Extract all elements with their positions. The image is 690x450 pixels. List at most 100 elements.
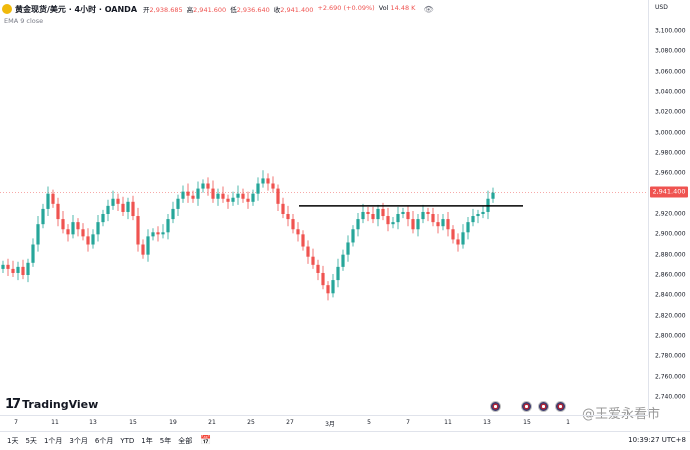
candle <box>46 186 50 217</box>
candle <box>441 214 445 231</box>
time-tick-label: 25 <box>247 419 255 426</box>
price-tick-label: 2,900.000 <box>655 230 686 238</box>
clock[interactable]: 10:39:27 UTC+8 <box>628 436 686 444</box>
high-value: 2,941.600 <box>193 6 227 14</box>
candle <box>101 209 105 227</box>
tradingview-logo[interactable]: 17 TradingView <box>5 397 98 412</box>
volume-label: Vol <box>378 4 389 12</box>
candle <box>256 177 260 201</box>
candle <box>291 214 295 234</box>
candle <box>321 265 325 290</box>
price-tick-label: 3,100.000 <box>655 27 686 35</box>
tradingview-mark-icon: 17 <box>5 397 21 412</box>
us-flag-icon[interactable] <box>555 401 566 412</box>
timeframe-8[interactable]: 全部 <box>178 437 193 445</box>
candle <box>56 197 60 227</box>
us-flag-icon[interactable] <box>538 401 549 412</box>
candle <box>51 189 55 208</box>
chart-area[interactable]: 黄金现货/美元 · 4小时 · OANDA 开2,938.685 高2,941.… <box>0 0 660 422</box>
candle <box>121 196 125 217</box>
candle <box>431 207 435 227</box>
ema-indicator-label[interactable]: EMA 9 close <box>4 17 44 25</box>
price-tick-label: 2,800.000 <box>655 332 686 340</box>
price-tick-label: 2,820.000 <box>655 312 686 320</box>
candle <box>316 259 320 281</box>
candle <box>221 186 225 203</box>
candle <box>96 215 100 242</box>
candle <box>391 217 395 229</box>
price-tick-label: 2,740.000 <box>655 393 686 401</box>
currency-label: USD <box>655 4 668 11</box>
timeframe-4[interactable]: 6个月 <box>94 437 114 445</box>
candle <box>26 258 30 283</box>
time-tick-label: 3月 <box>325 421 335 428</box>
time-tick-label: 7 <box>406 419 410 426</box>
candle <box>151 228 155 241</box>
timeframe-3[interactable]: 3个月 <box>69 437 88 445</box>
candlestick-chart[interactable] <box>0 0 648 415</box>
candle <box>311 248 315 269</box>
price-tick-label: 2,860.000 <box>655 271 686 279</box>
candle <box>166 214 170 240</box>
candle <box>241 188 245 203</box>
timeframe-1[interactable]: 5天 <box>25 437 37 445</box>
candle <box>446 211 450 237</box>
candle <box>296 222 300 242</box>
candle <box>351 225 355 247</box>
symbol-name[interactable]: 黄金现货/美元 · 4小时 · OANDA <box>15 4 138 14</box>
time-tick-label: 1 <box>566 419 570 426</box>
time-tick-label: 15 <box>523 419 531 426</box>
calendar-icon[interactable]: 📅 <box>200 436 212 446</box>
candle <box>426 207 430 222</box>
time-tick-label: 21 <box>208 419 216 426</box>
time-tick-label: 19 <box>169 419 177 426</box>
price-tick-label: 3,020.000 <box>655 108 686 116</box>
candle <box>211 180 215 203</box>
candle <box>201 179 205 193</box>
time-tick-label: 27 <box>286 419 294 426</box>
timeframe-7[interactable]: 5年 <box>159 437 172 445</box>
symbol-legend: 黄金现货/美元 · 4小时 · OANDA 开2,938.685 高2,941.… <box>2 2 434 16</box>
candle <box>16 261 20 281</box>
candle <box>461 224 465 249</box>
price-tick-label: 2,960.000 <box>655 169 686 177</box>
candle <box>41 203 45 229</box>
timeframe-5[interactable]: YTD <box>120 437 135 445</box>
candle <box>6 258 10 277</box>
candle <box>36 216 40 252</box>
eye-icon[interactable]: 👁 <box>423 4 434 14</box>
candle <box>146 229 150 262</box>
candle <box>371 206 375 224</box>
close-label: 收 <box>273 6 281 14</box>
time-axis[interactable]: 7 11 13 15 19 21 25 27 3月 5 7 11 13 15 1 <box>0 415 648 430</box>
candle <box>346 235 350 262</box>
candle <box>11 260 15 278</box>
time-tick-label: 11 <box>51 419 59 426</box>
candle <box>176 194 180 217</box>
timeframe-0[interactable]: 1天 <box>7 437 19 445</box>
event-flags <box>490 401 566 412</box>
candle <box>476 209 480 224</box>
price-tick-label: 3,080.000 <box>655 47 686 55</box>
candle <box>226 194 230 209</box>
candle <box>416 214 420 237</box>
timeframe-6[interactable]: 1年 <box>141 437 153 445</box>
candle <box>306 240 310 264</box>
candle <box>106 199 110 222</box>
candle <box>86 228 90 252</box>
gold-coin-icon <box>2 4 12 14</box>
us-flag-icon[interactable] <box>521 401 532 412</box>
price-tick-label: 2,980.000 <box>655 149 686 157</box>
timeframe-2[interactable]: 1个月 <box>43 437 63 445</box>
candle <box>76 218 80 237</box>
candle <box>356 212 360 237</box>
price-tick-label: 2,760.000 <box>655 373 686 381</box>
candle <box>411 210 415 234</box>
price-tick-label: 2,880.000 <box>655 251 686 259</box>
candle <box>481 205 485 219</box>
price-tick-label: 3,000.000 <box>655 129 686 137</box>
candle <box>401 207 405 219</box>
us-flag-icon[interactable] <box>490 401 501 412</box>
candle <box>116 193 120 211</box>
price-axis[interactable]: USD 3,100.000 3,080.000 3,060.000 3,040.000… <box>648 0 690 415</box>
